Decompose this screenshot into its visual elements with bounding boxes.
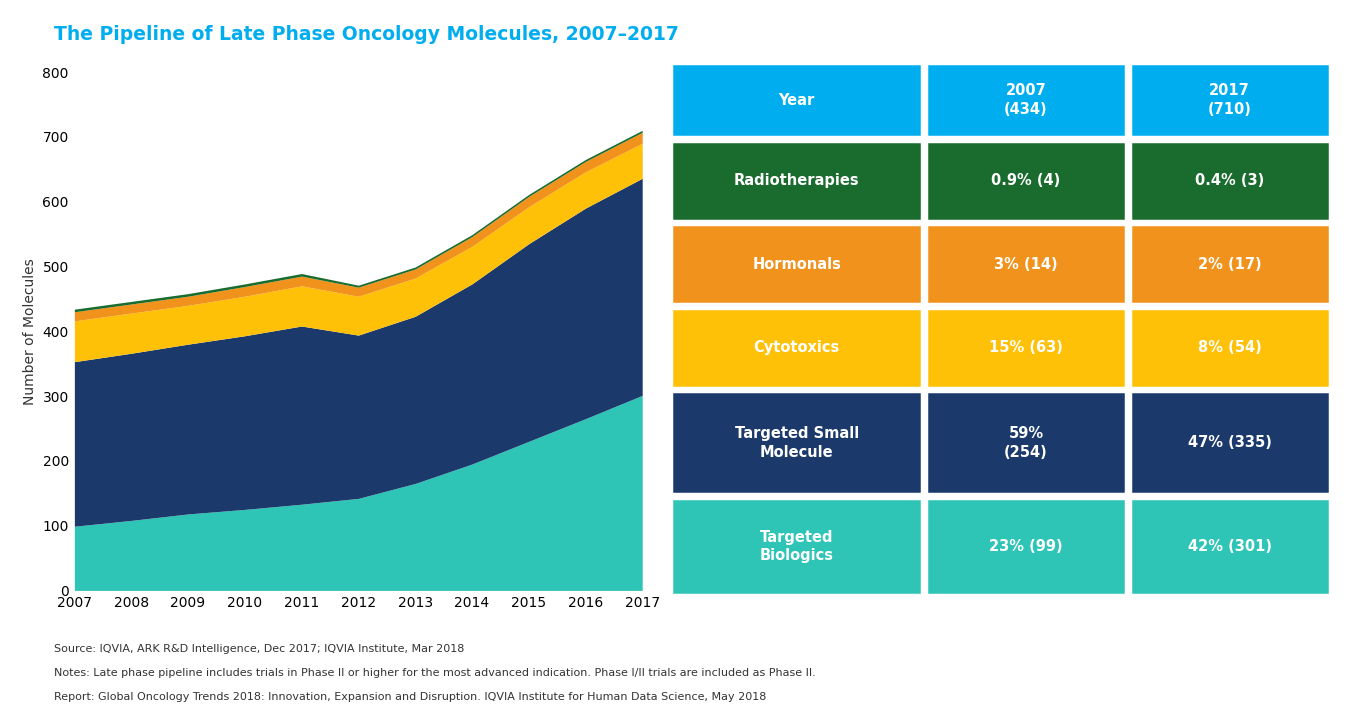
FancyBboxPatch shape [671, 498, 922, 595]
FancyBboxPatch shape [1130, 63, 1330, 138]
Text: Report: Global Oncology Trends 2018: Innovation, Expansion and Disruption. IQVIA: Report: Global Oncology Trends 2018: Inn… [54, 692, 767, 702]
Text: 15% (63): 15% (63) [990, 341, 1063, 355]
Text: Notes: Late phase pipeline includes trials in Phase II or higher for the most ad: Notes: Late phase pipeline includes tria… [54, 668, 815, 678]
Text: 59%
(254): 59% (254) [1005, 426, 1048, 459]
FancyBboxPatch shape [1130, 391, 1330, 495]
Text: 0.4% (3): 0.4% (3) [1195, 174, 1264, 188]
Text: 2007
(434): 2007 (434) [1005, 84, 1048, 117]
FancyBboxPatch shape [1130, 224, 1330, 305]
Text: 23% (99): 23% (99) [990, 539, 1063, 554]
Text: 42% (301): 42% (301) [1187, 539, 1272, 554]
Y-axis label: Number of Molecules: Number of Molecules [23, 258, 37, 405]
FancyBboxPatch shape [926, 63, 1126, 138]
Text: 8% (54): 8% (54) [1198, 341, 1261, 355]
FancyBboxPatch shape [671, 224, 922, 305]
Text: Targeted
Biologics: Targeted Biologics [760, 530, 834, 563]
Text: Hormonals: Hormonals [752, 257, 841, 271]
Text: 2017
(710): 2017 (710) [1207, 84, 1252, 117]
FancyBboxPatch shape [1130, 307, 1330, 388]
Text: Cytotoxics: Cytotoxics [753, 341, 840, 355]
FancyBboxPatch shape [1130, 498, 1330, 595]
FancyBboxPatch shape [926, 307, 1126, 388]
FancyBboxPatch shape [671, 63, 922, 138]
Text: 3% (14): 3% (14) [994, 257, 1057, 271]
Text: Radiotherapies: Radiotherapies [734, 174, 860, 188]
Text: 0.9% (4): 0.9% (4) [991, 174, 1060, 188]
Text: 2% (17): 2% (17) [1198, 257, 1261, 271]
FancyBboxPatch shape [926, 498, 1126, 595]
Text: Targeted Small
Molecule: Targeted Small Molecule [734, 426, 859, 459]
Text: 47% (335): 47% (335) [1188, 436, 1272, 450]
Text: Year: Year [779, 93, 815, 107]
FancyBboxPatch shape [671, 140, 922, 221]
FancyBboxPatch shape [671, 307, 922, 388]
FancyBboxPatch shape [1130, 140, 1330, 221]
FancyBboxPatch shape [926, 391, 1126, 495]
FancyBboxPatch shape [671, 391, 922, 495]
FancyBboxPatch shape [926, 140, 1126, 221]
FancyBboxPatch shape [926, 224, 1126, 305]
Text: The Pipeline of Late Phase Oncology Molecules, 2007–2017: The Pipeline of Late Phase Oncology Mole… [54, 25, 679, 44]
Text: Source: IQVIA, ARK R&D Intelligence, Dec 2017; IQVIA Institute, Mar 2018: Source: IQVIA, ARK R&D Intelligence, Dec… [54, 644, 465, 654]
